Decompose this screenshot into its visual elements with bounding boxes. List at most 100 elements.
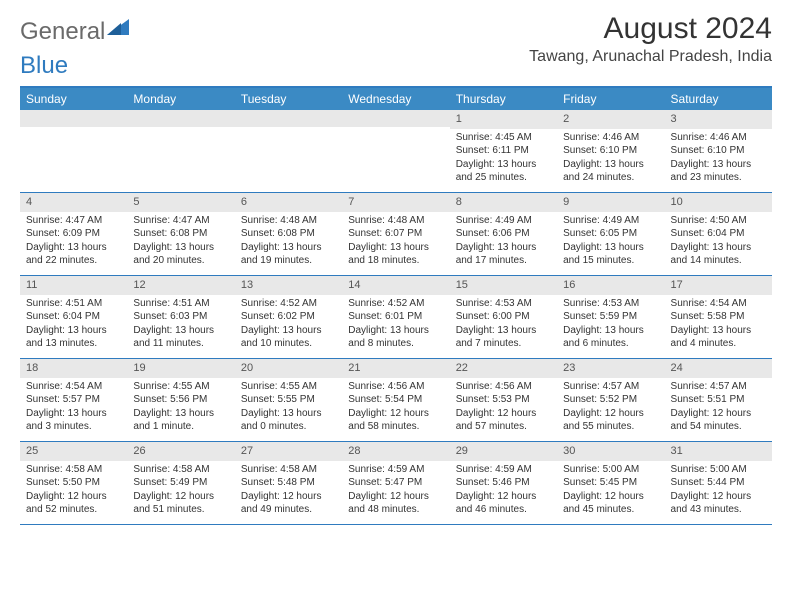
day-cell: 22Sunrise: 4:56 AMSunset: 5:53 PMDayligh… [450, 359, 557, 441]
day-content: Sunrise: 4:47 AMSunset: 6:08 PMDaylight:… [127, 212, 234, 272]
daylight-text: Daylight: 13 hours and 19 minutes. [241, 241, 336, 268]
day-number [235, 110, 342, 127]
day-content: Sunrise: 4:46 AMSunset: 6:10 PMDaylight:… [665, 129, 772, 189]
daylight-text: Daylight: 13 hours and 13 minutes. [26, 324, 121, 351]
day-number [127, 110, 234, 127]
day-cell [235, 110, 342, 192]
daylight-text: Daylight: 13 hours and 20 minutes. [133, 241, 228, 268]
calendar-body: 1Sunrise: 4:45 AMSunset: 6:11 PMDaylight… [20, 110, 772, 525]
day-number: 11 [20, 276, 127, 295]
page-container: General August 2024 Tawang, Arunachal Pr… [0, 0, 792, 525]
day-cell: 2Sunrise: 4:46 AMSunset: 6:10 PMDaylight… [557, 110, 664, 192]
day-content: Sunrise: 4:46 AMSunset: 6:10 PMDaylight:… [557, 129, 664, 189]
day-number: 18 [20, 359, 127, 378]
daylight-text: Daylight: 13 hours and 24 minutes. [563, 158, 658, 185]
day-number: 23 [557, 359, 664, 378]
sunrise-text: Sunrise: 4:53 AM [563, 297, 658, 311]
day-content: Sunrise: 4:47 AMSunset: 6:09 PMDaylight:… [20, 212, 127, 272]
day-number [342, 110, 449, 127]
day-number: 31 [665, 442, 772, 461]
day-content: Sunrise: 4:53 AMSunset: 5:59 PMDaylight:… [557, 295, 664, 355]
logo: General [20, 12, 129, 46]
sunset-text: Sunset: 6:07 PM [348, 227, 443, 241]
day-cell [20, 110, 127, 192]
day-number: 27 [235, 442, 342, 461]
day-cell: 25Sunrise: 4:58 AMSunset: 5:50 PMDayligh… [20, 442, 127, 524]
day-content: Sunrise: 4:57 AMSunset: 5:51 PMDaylight:… [665, 378, 772, 438]
day-cell: 23Sunrise: 4:57 AMSunset: 5:52 PMDayligh… [557, 359, 664, 441]
sunset-text: Sunset: 6:05 PM [563, 227, 658, 241]
day-content: Sunrise: 4:51 AMSunset: 6:03 PMDaylight:… [127, 295, 234, 355]
weekday-header: SundayMondayTuesdayWednesdayThursdayFrid… [20, 88, 772, 110]
sunset-text: Sunset: 5:45 PM [563, 476, 658, 490]
sunset-text: Sunset: 5:52 PM [563, 393, 658, 407]
sunrise-text: Sunrise: 4:51 AM [133, 297, 228, 311]
day-content: Sunrise: 4:54 AMSunset: 5:58 PMDaylight:… [665, 295, 772, 355]
day-content: Sunrise: 5:00 AMSunset: 5:45 PMDaylight:… [557, 461, 664, 521]
sunset-text: Sunset: 5:57 PM [26, 393, 121, 407]
day-content: Sunrise: 4:51 AMSunset: 6:04 PMDaylight:… [20, 295, 127, 355]
day-cell: 16Sunrise: 4:53 AMSunset: 5:59 PMDayligh… [557, 276, 664, 358]
day-number: 26 [127, 442, 234, 461]
weekday-tuesday: Tuesday [235, 88, 342, 110]
daylight-text: Daylight: 12 hours and 51 minutes. [133, 490, 228, 517]
daylight-text: Daylight: 13 hours and 22 minutes. [26, 241, 121, 268]
daylight-text: Daylight: 13 hours and 17 minutes. [456, 241, 551, 268]
day-content: Sunrise: 4:56 AMSunset: 5:54 PMDaylight:… [342, 378, 449, 438]
day-number: 2 [557, 110, 664, 129]
day-cell: 26Sunrise: 4:58 AMSunset: 5:49 PMDayligh… [127, 442, 234, 524]
sunrise-text: Sunrise: 4:54 AM [26, 380, 121, 394]
daylight-text: Daylight: 13 hours and 6 minutes. [563, 324, 658, 351]
daylight-text: Daylight: 12 hours and 48 minutes. [348, 490, 443, 517]
day-content: Sunrise: 4:48 AMSunset: 6:08 PMDaylight:… [235, 212, 342, 272]
sunrise-text: Sunrise: 4:59 AM [348, 463, 443, 477]
week-row: 18Sunrise: 4:54 AMSunset: 5:57 PMDayligh… [20, 359, 772, 442]
sunrise-text: Sunrise: 4:47 AM [133, 214, 228, 228]
week-row: 4Sunrise: 4:47 AMSunset: 6:09 PMDaylight… [20, 193, 772, 276]
day-content: Sunrise: 4:59 AMSunset: 5:46 PMDaylight:… [450, 461, 557, 521]
weekday-thursday: Thursday [450, 88, 557, 110]
day-cell: 28Sunrise: 4:59 AMSunset: 5:47 PMDayligh… [342, 442, 449, 524]
day-number: 28 [342, 442, 449, 461]
sunset-text: Sunset: 6:03 PM [133, 310, 228, 324]
day-cell: 14Sunrise: 4:52 AMSunset: 6:01 PMDayligh… [342, 276, 449, 358]
sunset-text: Sunset: 5:58 PM [671, 310, 766, 324]
sunset-text: Sunset: 5:44 PM [671, 476, 766, 490]
daylight-text: Daylight: 12 hours and 43 minutes. [671, 490, 766, 517]
sunset-text: Sunset: 5:59 PM [563, 310, 658, 324]
day-number: 17 [665, 276, 772, 295]
day-cell: 30Sunrise: 5:00 AMSunset: 5:45 PMDayligh… [557, 442, 664, 524]
sunrise-text: Sunrise: 4:49 AM [563, 214, 658, 228]
logo-text-general: General [20, 18, 105, 46]
sunset-text: Sunset: 6:08 PM [133, 227, 228, 241]
day-number: 4 [20, 193, 127, 212]
sunset-text: Sunset: 6:11 PM [456, 144, 551, 158]
daylight-text: Daylight: 13 hours and 15 minutes. [563, 241, 658, 268]
day-cell: 29Sunrise: 4:59 AMSunset: 5:46 PMDayligh… [450, 442, 557, 524]
day-number: 3 [665, 110, 772, 129]
day-cell: 31 Sunrise: 5:00 AMSunset: 5:44 PMDayligh… [665, 442, 772, 524]
day-cell [342, 110, 449, 192]
day-number [20, 110, 127, 127]
day-cell: 9Sunrise: 4:49 AMSunset: 6:05 PMDaylight… [557, 193, 664, 275]
day-content: Sunrise: 4:50 AMSunset: 6:04 PMDaylight:… [665, 212, 772, 272]
sunrise-text: Sunrise: 4:55 AM [241, 380, 336, 394]
daylight-text: Daylight: 12 hours and 57 minutes. [456, 407, 551, 434]
weekday-friday: Friday [557, 88, 664, 110]
day-content: Sunrise: 4:55 AMSunset: 5:55 PMDaylight:… [235, 378, 342, 438]
sunset-text: Sunset: 6:09 PM [26, 227, 121, 241]
day-cell: 27Sunrise: 4:58 AMSunset: 5:48 PMDayligh… [235, 442, 342, 524]
sunrise-text: Sunrise: 4:46 AM [671, 131, 766, 145]
sunrise-text: Sunrise: 4:46 AM [563, 131, 658, 145]
daylight-text: Daylight: 12 hours and 58 minutes. [348, 407, 443, 434]
sunrise-text: Sunrise: 4:47 AM [26, 214, 121, 228]
day-cell: 13Sunrise: 4:52 AMSunset: 6:02 PMDayligh… [235, 276, 342, 358]
sunrise-text: Sunrise: 5:00 AM [671, 463, 766, 477]
day-content: Sunrise: 4:54 AMSunset: 5:57 PMDaylight:… [20, 378, 127, 438]
weekday-wednesday: Wednesday [342, 88, 449, 110]
day-content: Sunrise: 4:45 AMSunset: 6:11 PMDaylight:… [450, 129, 557, 189]
day-number: 5 [127, 193, 234, 212]
daylight-text: Daylight: 13 hours and 25 minutes. [456, 158, 551, 185]
sunrise-text: Sunrise: 4:58 AM [133, 463, 228, 477]
weekday-monday: Monday [127, 88, 234, 110]
